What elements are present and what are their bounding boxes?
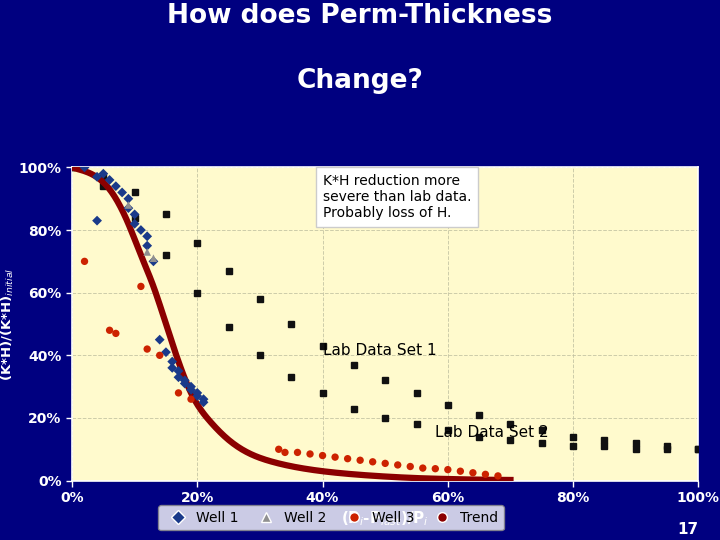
Point bbox=[342, 454, 354, 463]
Text: Change?: Change? bbox=[297, 68, 423, 93]
Point bbox=[198, 395, 210, 403]
Point bbox=[154, 351, 166, 360]
Point bbox=[160, 348, 171, 356]
Text: How does Perm-Thickness: How does Perm-Thickness bbox=[167, 3, 553, 29]
Point bbox=[198, 398, 210, 407]
Point bbox=[122, 201, 134, 210]
Point bbox=[78, 163, 90, 172]
Point bbox=[279, 448, 291, 457]
Point bbox=[179, 379, 191, 388]
Point bbox=[173, 367, 184, 375]
Point bbox=[166, 357, 178, 366]
Point bbox=[185, 395, 197, 403]
Point bbox=[317, 451, 328, 460]
Text: Lab Data Set 1: Lab Data Set 1 bbox=[323, 343, 436, 359]
Point bbox=[129, 219, 140, 228]
Point bbox=[305, 450, 316, 458]
Point bbox=[492, 471, 504, 480]
Point bbox=[292, 448, 303, 457]
Point bbox=[454, 467, 466, 476]
Point bbox=[122, 204, 134, 212]
Point bbox=[192, 389, 203, 397]
Y-axis label: (K*H)/(K*H)$_{initial}$: (K*H)/(K*H)$_{initial}$ bbox=[0, 267, 16, 381]
Point bbox=[185, 382, 197, 391]
Point bbox=[379, 459, 391, 468]
Point bbox=[135, 226, 147, 234]
Point bbox=[467, 468, 479, 477]
Point bbox=[173, 373, 184, 382]
Point bbox=[179, 376, 191, 384]
Text: Lab Data Set 2: Lab Data Set 2 bbox=[436, 425, 549, 440]
Point bbox=[405, 462, 416, 471]
Legend: Well 1, Well 2, Well 3, Trend: Well 1, Well 2, Well 3, Trend bbox=[158, 505, 504, 530]
Point bbox=[97, 170, 109, 178]
Text: 17: 17 bbox=[678, 522, 698, 537]
Point bbox=[110, 182, 122, 191]
Point bbox=[117, 188, 128, 197]
Point bbox=[141, 248, 153, 256]
Point bbox=[367, 457, 379, 466]
Point bbox=[141, 241, 153, 250]
Point bbox=[185, 386, 197, 394]
Point bbox=[148, 254, 159, 262]
Point bbox=[135, 282, 147, 291]
Point bbox=[110, 329, 122, 338]
Point bbox=[480, 470, 491, 478]
Point bbox=[104, 326, 115, 335]
Point bbox=[442, 465, 454, 474]
Point bbox=[148, 257, 159, 266]
Point bbox=[354, 456, 366, 464]
Point bbox=[78, 257, 90, 266]
Point bbox=[91, 217, 103, 225]
Point bbox=[154, 335, 166, 344]
Point bbox=[91, 172, 103, 181]
Point bbox=[166, 363, 178, 372]
Point bbox=[329, 453, 341, 461]
Point bbox=[141, 232, 153, 241]
Point bbox=[417, 464, 428, 472]
Point bbox=[192, 392, 203, 400]
Point bbox=[141, 345, 153, 353]
Point bbox=[392, 461, 403, 469]
Point bbox=[430, 464, 441, 473]
Point bbox=[104, 176, 115, 184]
Point bbox=[129, 210, 140, 219]
X-axis label: (P$_i$-P$_{last}$)/P$_i$: (P$_i$-P$_{last}$)/P$_i$ bbox=[341, 509, 429, 528]
Text: K*H reduction more
severe than lab data.
Probably loss of H.: K*H reduction more severe than lab data.… bbox=[323, 174, 471, 220]
Point bbox=[173, 389, 184, 397]
Point bbox=[273, 445, 284, 454]
Point bbox=[122, 194, 134, 203]
